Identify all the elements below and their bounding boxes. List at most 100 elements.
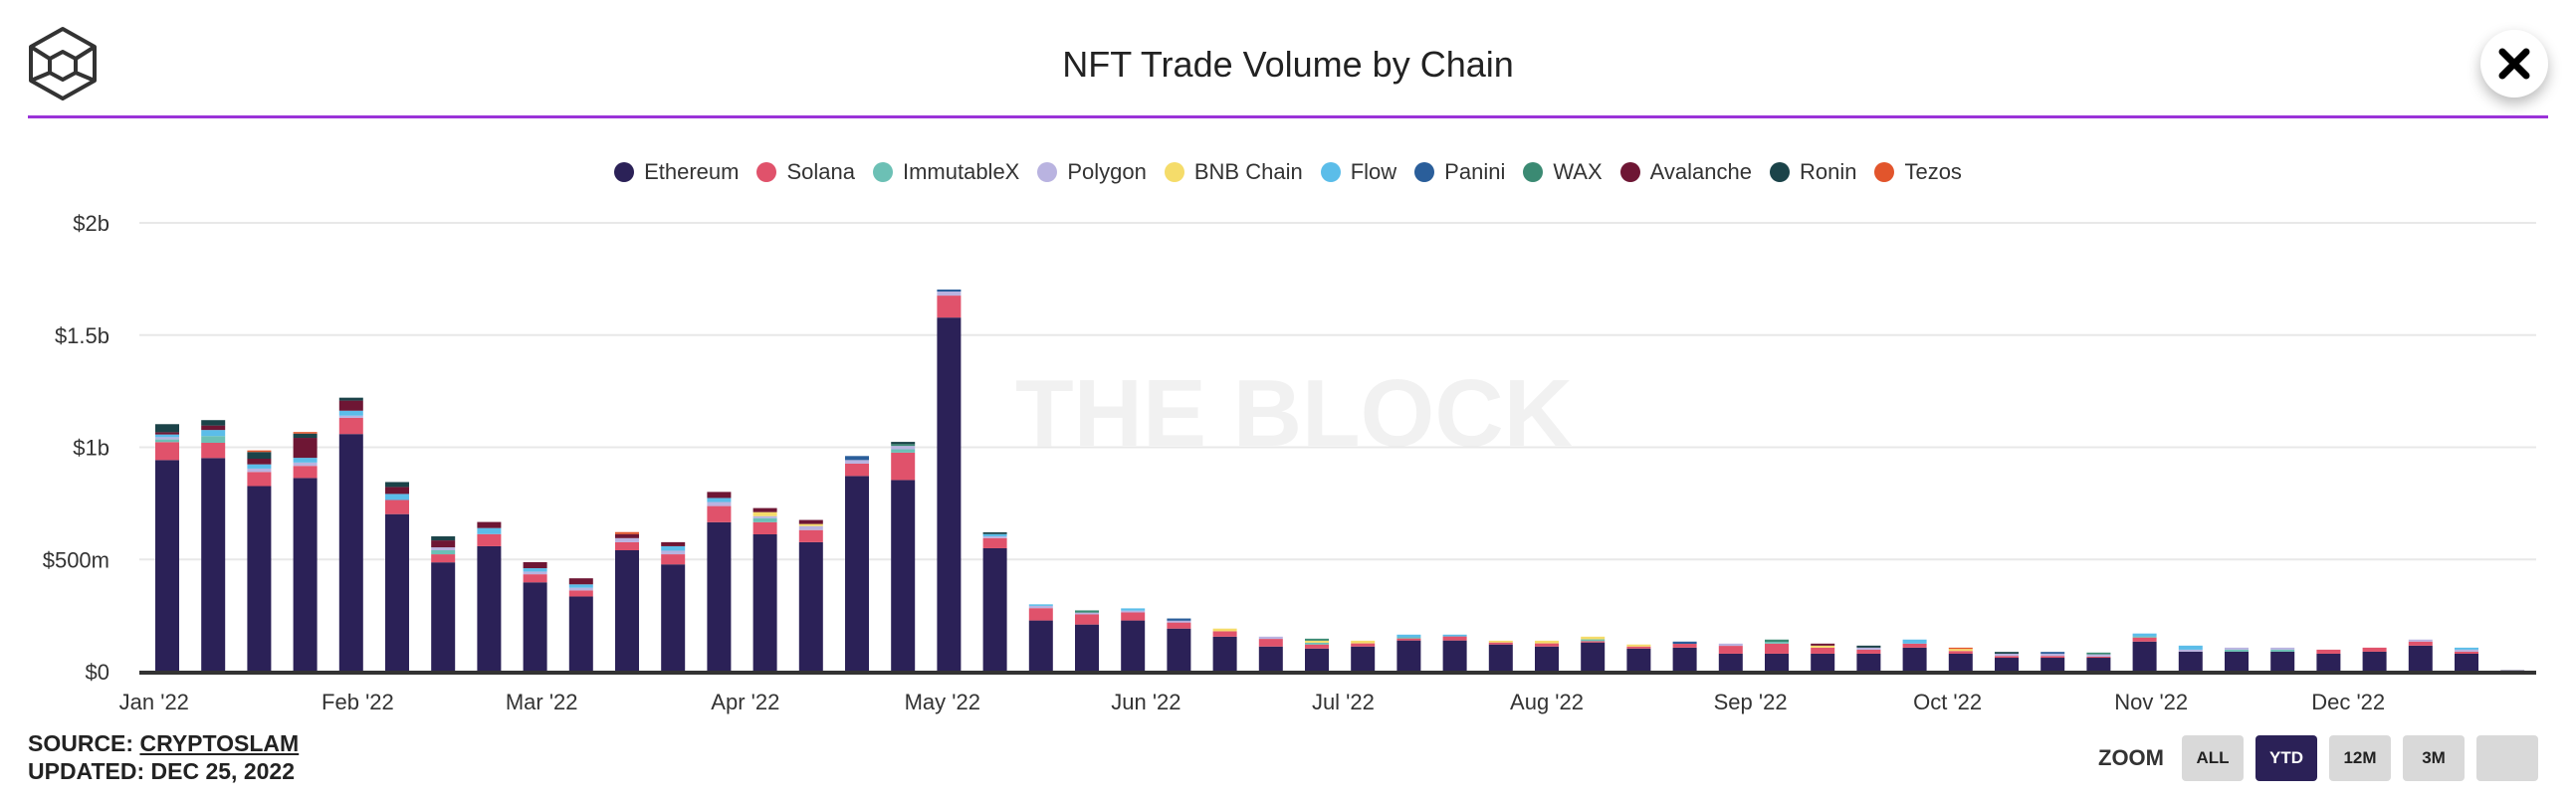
legend-item-solana[interactable]: Solana xyxy=(756,159,855,185)
bar-stack[interactable] xyxy=(1028,604,1053,672)
bar-stack[interactable] xyxy=(338,397,363,672)
bar-stack[interactable] xyxy=(2362,647,2387,672)
bar-stack[interactable] xyxy=(707,492,732,672)
bar-segment-ethereum xyxy=(2040,658,2065,672)
bar-segment-ethereum xyxy=(1902,647,1927,672)
legend-item-flow[interactable]: Flow xyxy=(1320,159,1396,185)
bar-segment-immutablex xyxy=(1765,642,1789,644)
bar-stack[interactable] xyxy=(2040,652,2065,672)
bar-stack[interactable] xyxy=(201,420,226,672)
legend-item-immutablex[interactable]: ImmutableX xyxy=(872,159,1019,185)
bar-stack[interactable] xyxy=(1811,643,1835,672)
bar-stack[interactable] xyxy=(2178,645,2203,672)
bar-stack[interactable] xyxy=(1672,641,1697,672)
bar-segment-polygon xyxy=(293,462,318,467)
zoom-all-button[interactable]: ALL xyxy=(2182,735,2244,781)
bar-stack[interactable] xyxy=(385,482,409,672)
zoom-12m-button[interactable]: 12M xyxy=(2329,735,2391,781)
bar-segment-solana xyxy=(247,472,272,487)
bar-segment-solana xyxy=(615,541,639,551)
bar-segment-ethereum xyxy=(1305,648,1329,672)
bar-stack[interactable] xyxy=(891,442,916,672)
bar-segment-bnb-chain xyxy=(752,511,777,516)
bar-stack[interactable] xyxy=(752,507,777,672)
bar-segment-polygon xyxy=(155,437,179,440)
bar-stack[interactable] xyxy=(1442,634,1467,672)
legend-item-bnb-chain[interactable]: BNB Chain xyxy=(1164,159,1303,185)
bar-stack[interactable] xyxy=(1305,638,1329,672)
bar-stack[interactable] xyxy=(2225,647,2249,672)
bar-segment-solana xyxy=(1856,649,1881,654)
bar-stack[interactable] xyxy=(798,519,823,672)
bar-stack[interactable] xyxy=(1351,640,1376,672)
y-tick-label: $500m xyxy=(43,547,109,572)
bar-stack[interactable] xyxy=(477,521,502,672)
bar-stack[interactable] xyxy=(1167,618,1191,672)
legend-item-tezos[interactable]: Tezos xyxy=(1874,159,1962,185)
legend-item-avalanche[interactable]: Avalanche xyxy=(1619,159,1752,185)
bar-segment-solana xyxy=(385,500,409,514)
bar-segment-solana xyxy=(1535,643,1559,647)
bar-segment-ethereum xyxy=(845,476,869,672)
bar-stack[interactable] xyxy=(1258,636,1283,672)
bar-stack[interactable] xyxy=(845,456,869,672)
bar-segment-ethereum xyxy=(2316,653,2341,672)
bar-segment-solana xyxy=(201,442,226,459)
bar-segment-flow xyxy=(1902,639,1927,644)
bar-stack[interactable] xyxy=(1902,639,1927,672)
bar-stack[interactable] xyxy=(1718,643,1743,672)
bar-segment-flow xyxy=(982,533,1007,537)
bar-stack[interactable] xyxy=(2316,649,2341,672)
bar-stack[interactable] xyxy=(2132,633,2157,672)
bar-stack[interactable] xyxy=(661,541,686,672)
source-link[interactable]: CRYPTOSLAM xyxy=(139,730,300,756)
bar-stack[interactable] xyxy=(523,561,547,672)
bar-stack[interactable] xyxy=(1488,640,1513,672)
bar-stack[interactable] xyxy=(1212,628,1237,672)
legend-item-wax[interactable]: WAX xyxy=(1523,159,1603,185)
legend-item-polygon[interactable]: Polygon xyxy=(1037,159,1147,185)
legend-item-panini[interactable]: Panini xyxy=(1414,159,1505,185)
bar-stack[interactable] xyxy=(2455,647,2478,672)
bar-stack[interactable] xyxy=(1581,636,1606,672)
bar-stack[interactable] xyxy=(2270,647,2295,672)
legend-item-ethereum[interactable]: Ethereum xyxy=(614,159,739,185)
bar-stack[interactable] xyxy=(1396,634,1421,672)
bar-segment-ethereum xyxy=(2132,641,2157,672)
bar-stack[interactable] xyxy=(2086,652,2111,672)
bar-stack[interactable] xyxy=(1856,645,1881,672)
zoom-ytd-button[interactable]: YTD xyxy=(2255,735,2317,781)
bar-stack[interactable] xyxy=(615,531,639,672)
bar-stack[interactable] xyxy=(1948,647,1973,672)
bar-segment-immutablex xyxy=(2132,636,2157,638)
bar-stack[interactable] xyxy=(1535,640,1559,672)
close-button[interactable] xyxy=(2480,30,2548,98)
bar-segment-ethereum xyxy=(201,458,226,672)
y-tick-label: $1b xyxy=(73,436,109,461)
bar-stack[interactable] xyxy=(937,289,962,672)
bar-stack[interactable] xyxy=(1626,644,1651,672)
bar-stack[interactable] xyxy=(247,450,272,672)
the-block-logo[interactable] xyxy=(28,26,98,101)
zoom-3m-button[interactable]: 3M xyxy=(2403,735,2465,781)
bar-stack[interactable] xyxy=(568,578,593,672)
zoom-extra-button[interactable] xyxy=(2476,735,2538,781)
bar-stack[interactable] xyxy=(982,531,1007,672)
bar-stack[interactable] xyxy=(431,536,456,672)
bar-segment-flow xyxy=(385,494,409,501)
bar-stack[interactable] xyxy=(2408,639,2433,672)
bar-stack[interactable] xyxy=(1765,639,1789,672)
bar-stack[interactable] xyxy=(1121,608,1146,672)
bar-segment-solana xyxy=(2040,656,2065,659)
bar-segment-ethereum xyxy=(1718,653,1743,672)
bar-segment-bnb-chain xyxy=(1626,644,1651,647)
bar-stack[interactable] xyxy=(293,432,318,672)
bar-stack[interactable] xyxy=(1995,652,2019,672)
bar-segment-tezos xyxy=(247,450,272,453)
bar-segment-flow xyxy=(523,568,547,572)
bar-segment-flow xyxy=(661,545,686,551)
bar-segment-flow xyxy=(293,458,318,463)
legend-item-ronin[interactable]: Ronin xyxy=(1769,159,1856,185)
bar-stack[interactable] xyxy=(155,424,179,672)
bar-stack[interactable] xyxy=(1075,610,1099,672)
